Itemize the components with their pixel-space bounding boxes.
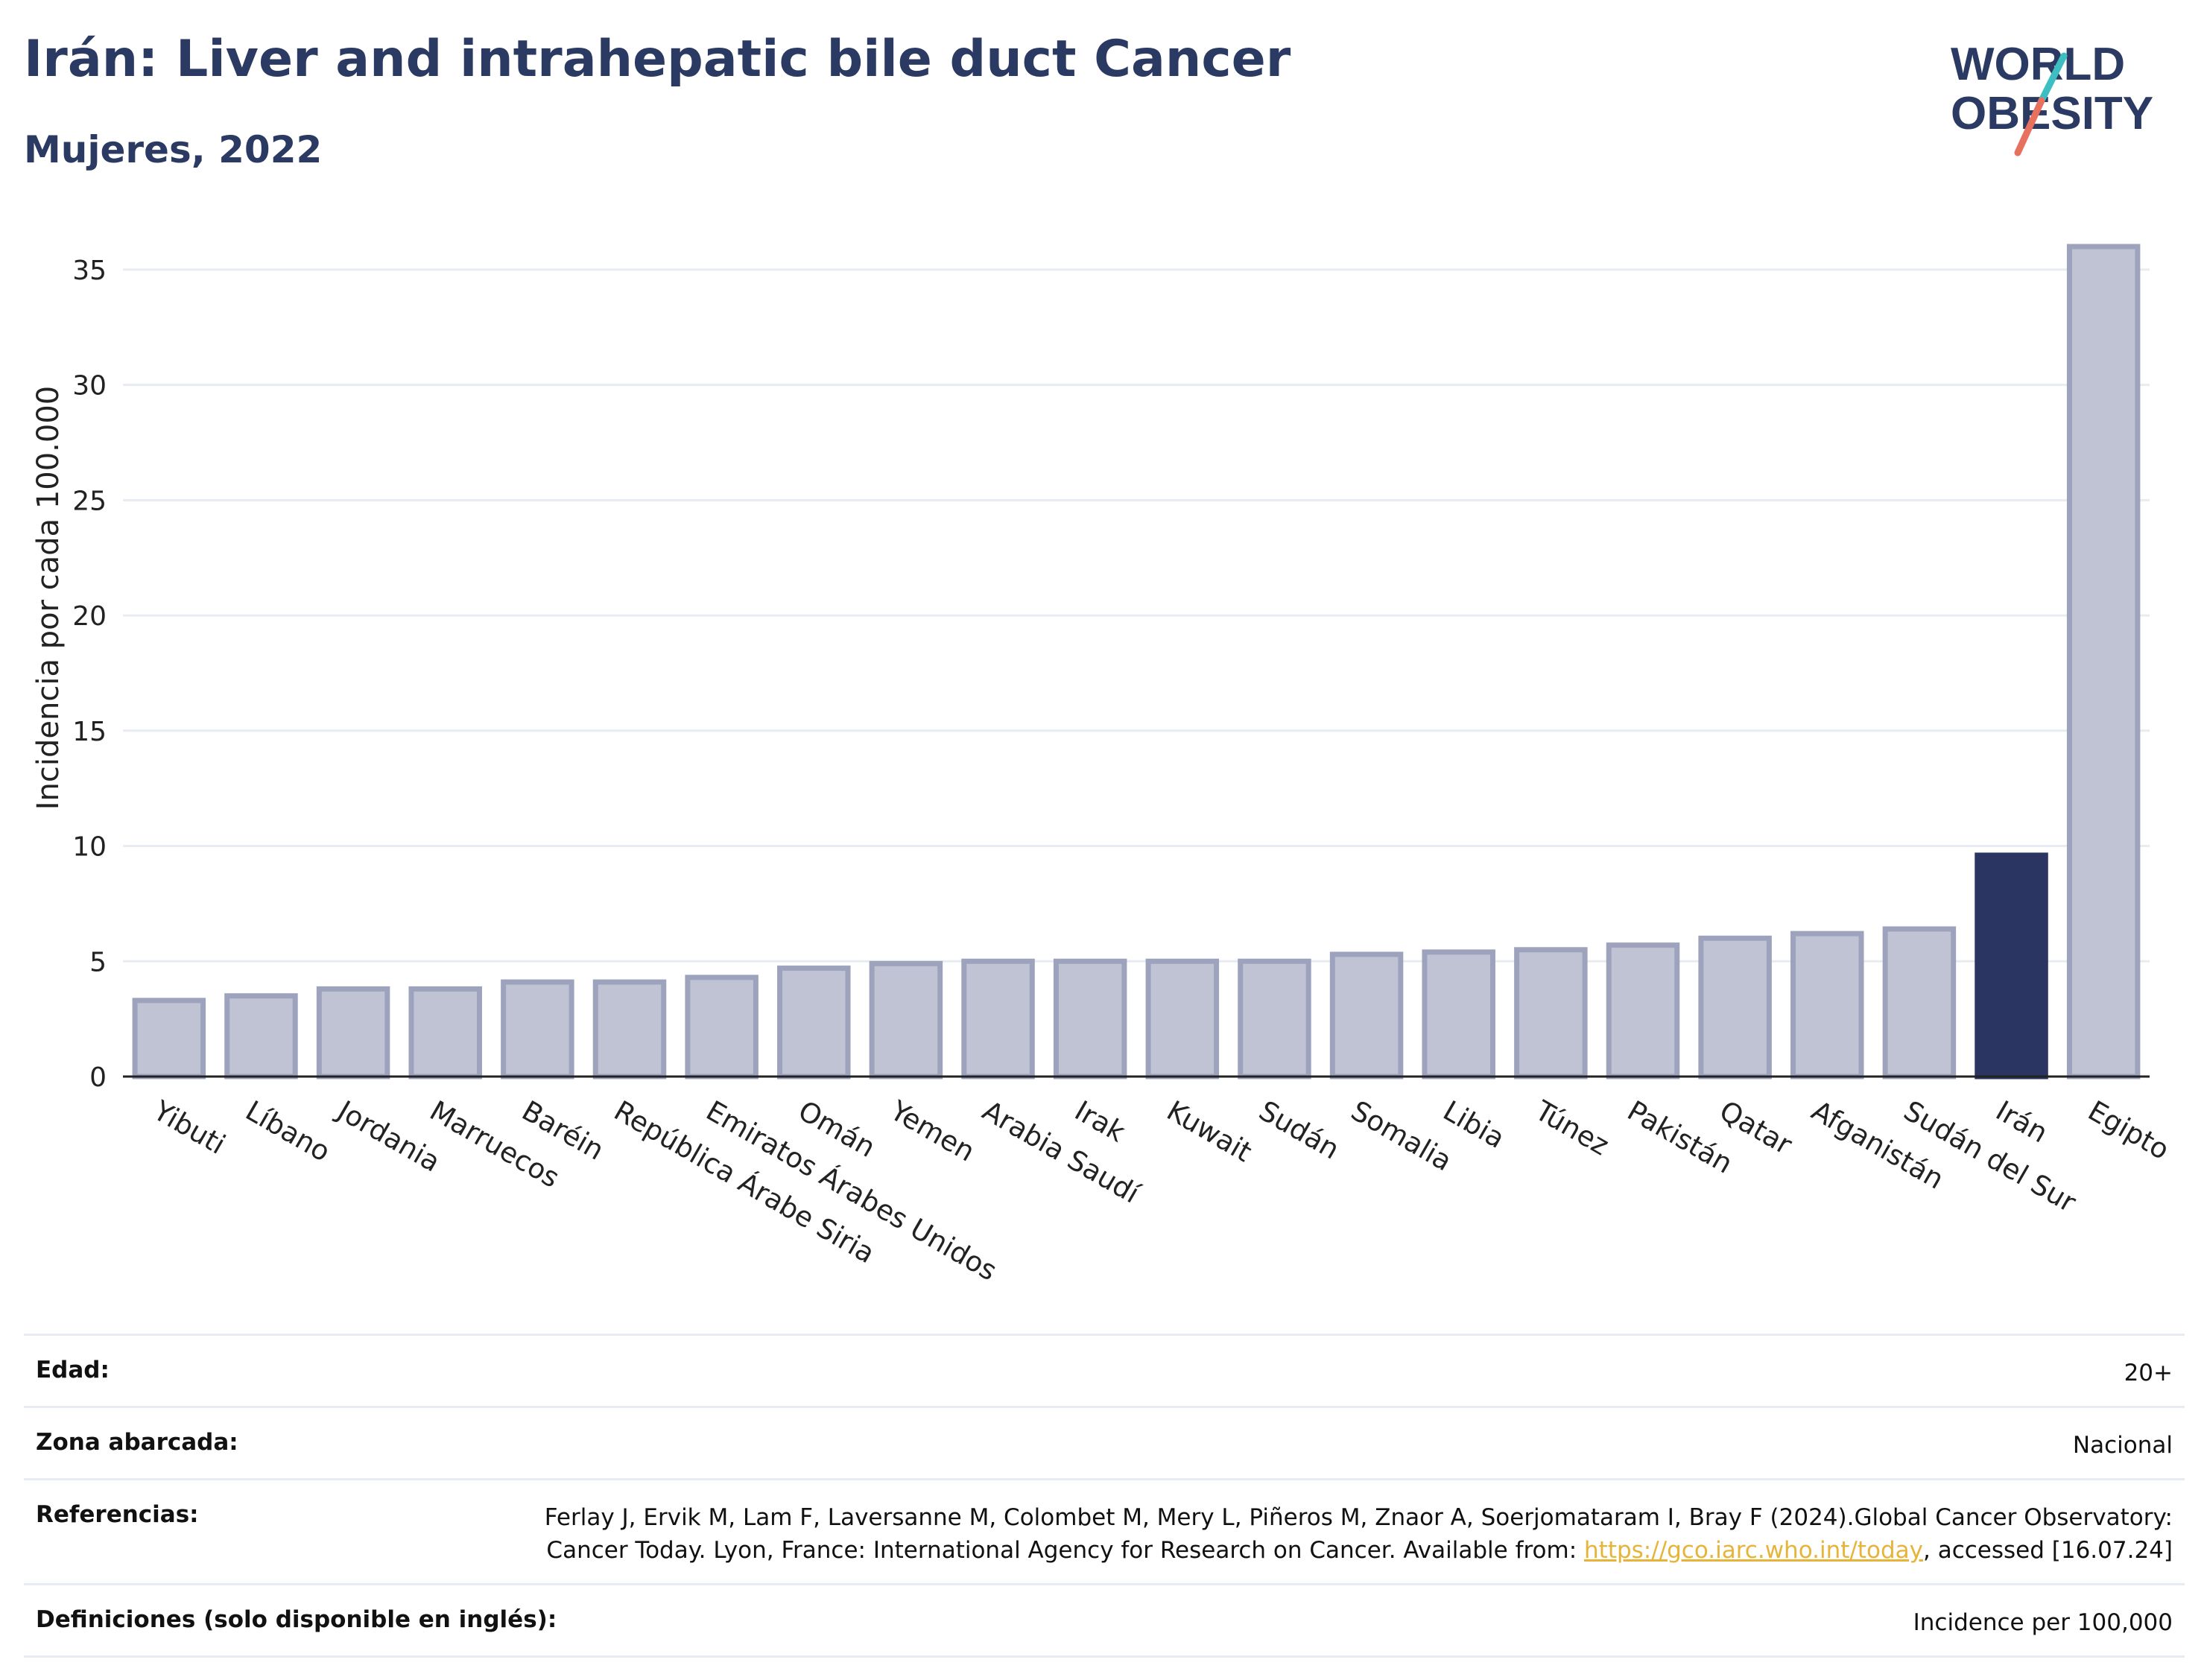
y-tick-label: 5 — [89, 947, 107, 977]
x-tick-label: Jordania — [331, 1094, 446, 1179]
x-tick-label: Kuwait — [1162, 1094, 1258, 1168]
bar-irán — [1975, 852, 2048, 1080]
bar-somalia — [1329, 951, 1404, 1080]
bar-líbano — [224, 993, 298, 1080]
reference-text: Ferlay J, Ervik M, Lam F, Laversanne M, … — [544, 1504, 2173, 1564]
bar-afganistán — [1790, 931, 1864, 1080]
meta-row-coverage: Zona abarcada: Nacional — [24, 1406, 2185, 1478]
x-tick-label: Yibuti — [148, 1094, 231, 1161]
x-tick-label: Somalia — [1346, 1094, 1457, 1177]
logo-line2: OBESITY — [1951, 88, 2153, 139]
meta-value: Ferlay J, Ervik M, Lam F, Laversanne M, … — [459, 1501, 2173, 1567]
bar-jordania — [316, 986, 390, 1080]
y-tick-label: 35 — [72, 256, 107, 286]
gridlines — [123, 268, 2150, 963]
bar-túnez — [1514, 947, 1588, 1080]
x-tick-label: Egipto — [2083, 1094, 2175, 1166]
world-obesity-logo: WORLD OBESITY — [1951, 39, 2153, 156]
bar-sudán-del-sur — [1882, 926, 1957, 1080]
bar-emiratos-árabes-unidos — [685, 974, 759, 1080]
x-tick-label: Arabia Saudí — [977, 1094, 1145, 1210]
y-tick-label: 25 — [72, 486, 107, 516]
logo-slash-bottom — [2014, 97, 2045, 156]
bar-libia — [1422, 949, 1495, 1080]
reference-accessed: , accessed [16.07.24] — [1922, 1537, 2173, 1564]
meta-label: Zona abarcada: — [36, 1429, 238, 1456]
reference-link[interactable]: https://gco.iarc.who.int/today — [1584, 1537, 1923, 1564]
bars — [132, 244, 2141, 1080]
meta-label: Definiciones (solo disponible en inglés)… — [36, 1606, 557, 1633]
chart-title: Irán: Liver and intrahepatic bile duct C… — [24, 30, 1291, 89]
bar-marruecos — [408, 986, 482, 1080]
bar-pakistán — [1606, 942, 1680, 1080]
meta-row-age: Edad: 20+ — [24, 1334, 2185, 1406]
logo-line1: WORLD — [1951, 39, 2125, 90]
bar-irak — [1053, 958, 1127, 1080]
bar-yibuti — [132, 998, 206, 1080]
meta-row-references: Referencias: Ferlay J, Ervik M, Lam F, L… — [24, 1478, 2185, 1583]
y-axis-label: Incidencia por cada 100.000 — [31, 386, 66, 811]
y-tick-label: 20 — [72, 601, 107, 632]
bar-baréin — [501, 979, 574, 1080]
meta-value: Incidence per 100,000 — [1913, 1609, 2173, 1636]
meta-label: Edad: — [36, 1357, 110, 1383]
bar-qatar — [1698, 935, 1772, 1080]
meta-label: Referencias: — [36, 1501, 199, 1528]
meta-row-definitions: Definiciones (solo disponible en inglés)… — [24, 1583, 2185, 1658]
x-tick-label: Yemen — [884, 1094, 981, 1168]
bar-arabia-saudí — [961, 958, 1035, 1080]
y-tick-label: 30 — [72, 371, 107, 402]
bar-yemen — [869, 960, 943, 1080]
y-tick-label: 10 — [72, 832, 107, 863]
x-tick-label: Túnez — [1529, 1094, 1614, 1162]
y-axis-ticks: 0 5 10 15 20 25 30 35 — [72, 256, 107, 1093]
logo-slash-top — [2038, 52, 2068, 104]
bar-chart: 0 5 10 15 20 25 30 35 Yibuti LíbanoJordaniaMarru… — [31, 244, 2175, 1287]
bar-omán — [777, 966, 851, 1080]
bar-sudán — [1238, 958, 1311, 1080]
chart-subtitle: Mujeres, 2022 — [24, 128, 323, 171]
x-tick-label: Pakistán — [1622, 1094, 1738, 1180]
y-tick-label: 15 — [72, 717, 107, 747]
bar-egipto — [2066, 244, 2141, 1080]
x-tick-label: Irak — [1069, 1094, 1131, 1149]
meta-value: Nacional — [2072, 1432, 2173, 1459]
x-tick-label: Líbano — [240, 1094, 335, 1168]
bar-república-árabe-siria — [592, 979, 667, 1080]
x-tick-label: Sudán — [1253, 1094, 1344, 1166]
metadata-table: Edad: 20+ Zona abarcada: Nacional Refere… — [24, 1334, 2185, 1658]
meta-value: 20+ — [2124, 1360, 2173, 1386]
y-tick-label: 0 — [89, 1062, 107, 1093]
bar-kuwait — [1145, 958, 1220, 1080]
x-tick-label: Irán — [1990, 1094, 2053, 1149]
